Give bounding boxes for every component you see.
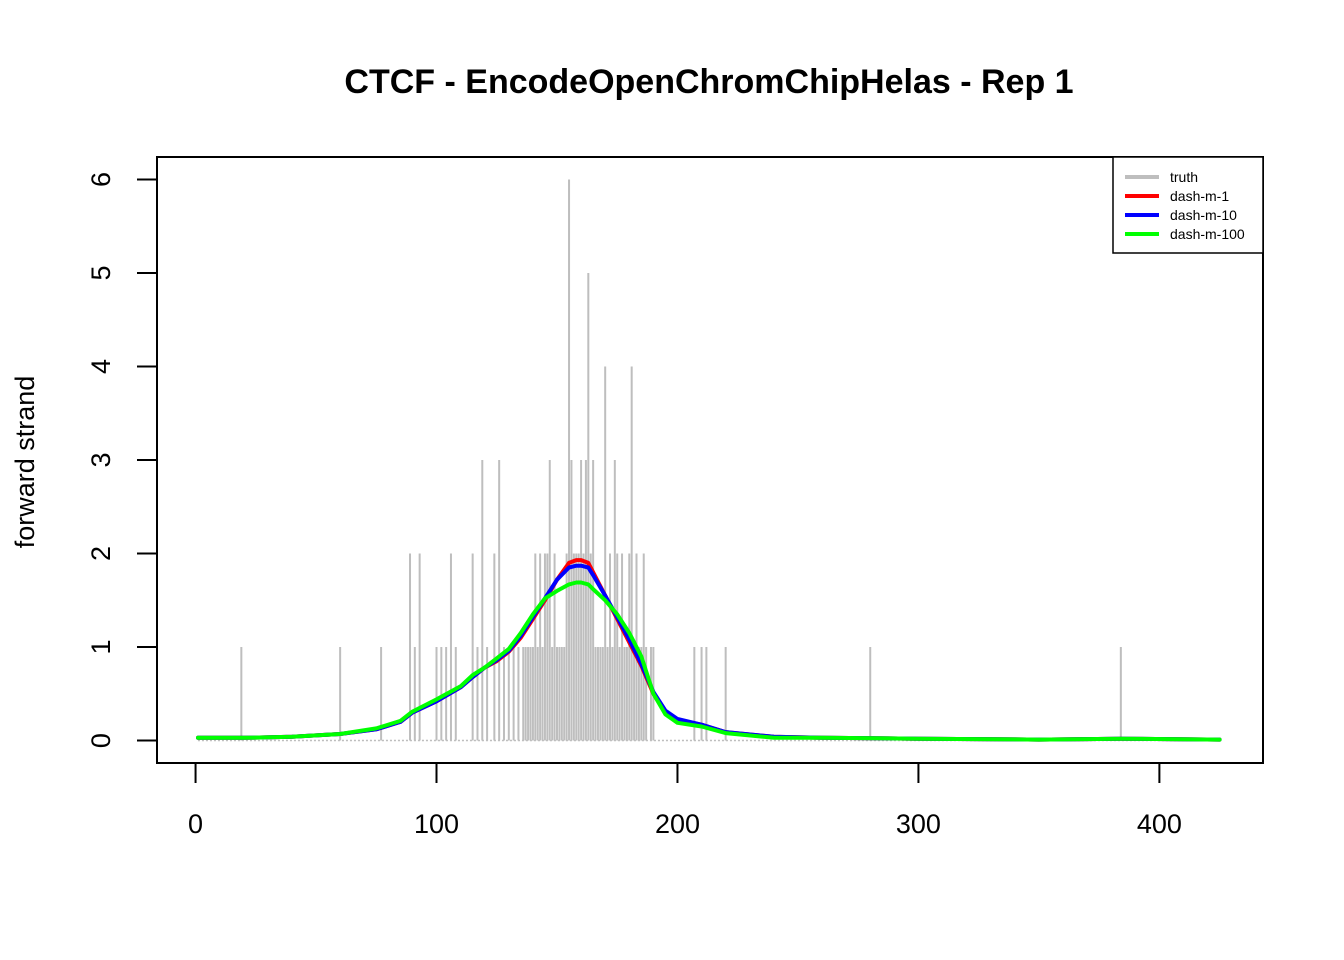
x-tick-label: 200 [655,809,700,839]
series-lines [196,558,1222,742]
y-tick-label: 4 [86,359,116,374]
legend-label-dash-m-100: dash-m-100 [1170,226,1245,242]
legend-label-dash-m-10: dash-m-10 [1170,207,1237,223]
x-tick-label: 400 [1137,809,1182,839]
x-tick-label: 100 [414,809,459,839]
plot-frame [156,156,1264,764]
series-line-dash-m-100 [196,580,1222,742]
y-axis-label: forward strand [10,376,40,549]
legend-box [1112,156,1264,254]
legend-label-dash-m-1: dash-m-1 [1170,188,1229,204]
y-tick-label: 5 [86,265,116,280]
series-line-dash-m-10 [196,563,1222,742]
x-tick-label: 0 [188,809,203,839]
legend-label-truth: truth [1170,169,1198,185]
y-tick-label: 1 [86,640,116,655]
y-axis: 0 1 2 3 4 5 6 [86,172,158,748]
y-tick-label: 6 [86,172,116,187]
x-axis: 0 100 200 300 400 [188,762,1182,839]
y-tick-label: 2 [86,546,116,561]
legend: truth dash-m-1 dash-m-10 dash-m-100 [1112,156,1264,254]
chart-title: CTCF - EncodeOpenChromChipHelas - Rep 1 [344,63,1073,101]
x-tick-label: 300 [896,809,941,839]
truth-bars [197,179,1220,742]
y-tick-label: 3 [86,452,116,467]
y-tick-label: 0 [86,733,116,748]
series-line-dash-m-1 [196,558,1222,742]
